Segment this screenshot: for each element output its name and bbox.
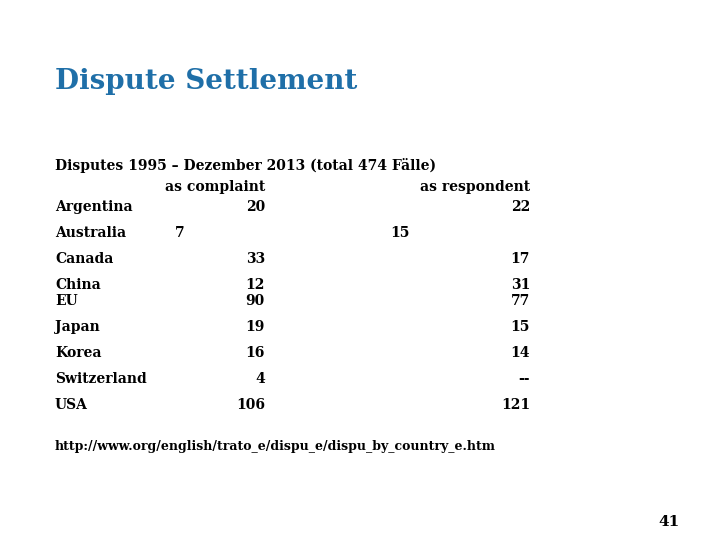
Text: 41: 41 xyxy=(659,515,680,529)
Text: Argentina: Argentina xyxy=(55,200,132,214)
Text: 17: 17 xyxy=(510,252,530,266)
Text: Canada: Canada xyxy=(55,252,113,266)
Text: 22: 22 xyxy=(510,200,530,214)
Text: 33: 33 xyxy=(246,252,265,266)
Text: Disputes 1995 – Dezember 2013 (total 474 Fälle): Disputes 1995 – Dezember 2013 (total 474… xyxy=(55,158,436,173)
Text: China: China xyxy=(55,278,101,292)
Text: Korea: Korea xyxy=(55,346,102,360)
Text: 4: 4 xyxy=(256,372,265,386)
Text: as respondent: as respondent xyxy=(420,180,530,194)
Text: 90: 90 xyxy=(246,294,265,308)
Text: 16: 16 xyxy=(246,346,265,360)
Text: Switzerland: Switzerland xyxy=(55,372,147,386)
Text: 106: 106 xyxy=(236,398,265,412)
Text: Australia: Australia xyxy=(55,226,126,240)
Text: USA: USA xyxy=(55,398,88,412)
Text: 15: 15 xyxy=(510,320,530,334)
Text: as complaint: as complaint xyxy=(165,180,265,194)
Text: 19: 19 xyxy=(246,320,265,334)
Text: 20: 20 xyxy=(246,200,265,214)
Text: 12: 12 xyxy=(246,278,265,292)
Text: 7: 7 xyxy=(175,226,184,240)
Text: 77: 77 xyxy=(510,294,530,308)
Text: http://www.org/english/trato_e/dispu_e/dispu_by_country_e.htm: http://www.org/english/trato_e/dispu_e/d… xyxy=(55,440,496,453)
Text: 121: 121 xyxy=(501,398,530,412)
Text: EU: EU xyxy=(55,294,78,308)
Text: Japan: Japan xyxy=(55,320,100,334)
Text: Dispute Settlement: Dispute Settlement xyxy=(55,68,357,95)
Text: 31: 31 xyxy=(510,278,530,292)
Text: 14: 14 xyxy=(510,346,530,360)
Text: --: -- xyxy=(518,372,530,386)
Text: 15: 15 xyxy=(390,226,410,240)
